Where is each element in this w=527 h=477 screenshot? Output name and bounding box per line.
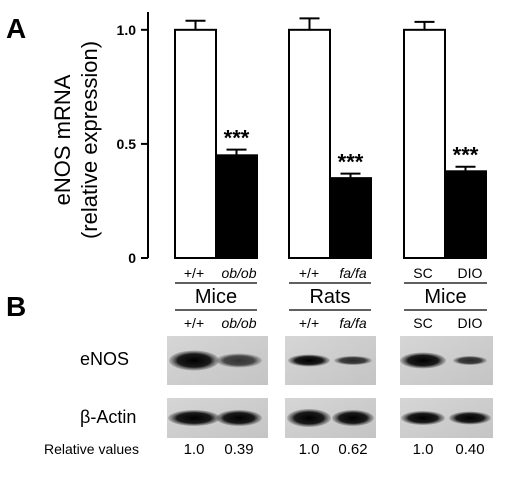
blot-lane-label: SC	[413, 315, 432, 331]
relative-value: 1.0	[413, 441, 434, 458]
relative-value: 0.62	[338, 441, 367, 458]
blot-lane-label: fa/fa	[339, 315, 366, 331]
blot-lane-label: DIO	[458, 315, 483, 331]
panel-a-bar-chart: A eNOS mRNA (relative expression) 0 0.5 1.…	[6, 12, 487, 308]
group-label: Mice	[195, 286, 237, 308]
blot-lane-label: +/+	[184, 315, 204, 331]
blot-band	[453, 356, 487, 365]
relative-values: 1.0 0.39 1.0 0.62 1.0 0.40	[184, 441, 485, 458]
genotype-label: SC	[413, 265, 432, 281]
relative-value: 0.40	[455, 441, 484, 458]
bars: *** *** ***	[174, 17, 487, 260]
relative-values-label: Relative values	[44, 441, 139, 457]
group-label: Mice	[424, 286, 466, 308]
y-ticks: 0 0.5 1.0	[117, 22, 148, 266]
blot-band	[401, 411, 445, 425]
x-labels: +/+ ob/ob Mice +/+ fa/fa Rats SC DIO Mice	[175, 265, 487, 308]
blot-band	[168, 410, 220, 426]
y-tick-label: 0	[128, 250, 136, 266]
bar	[215, 154, 258, 259]
bar	[403, 28, 446, 260]
y-axis-label-line2: (relative expression)	[77, 41, 102, 239]
relative-value: 1.0	[184, 441, 205, 458]
genotype-label: fa/fa	[339, 265, 366, 281]
significance-label: ***	[224, 126, 250, 151]
relative-value: 0.39	[224, 441, 253, 458]
blot-band	[216, 410, 262, 426]
panel-b-western-blot: B +/+ ob/ob +/+ fa/fa SC DIO eNOS β-Actin Rel…	[6, 291, 493, 458]
genotype-label: ob/ob	[221, 265, 256, 281]
panel-b-letter: B	[6, 291, 26, 322]
row-label-beta-actin: β-Actin	[80, 407, 136, 427]
blot-band	[287, 409, 331, 427]
y-tick-label: 1.0	[117, 22, 137, 38]
panel-a-letter: A	[6, 13, 26, 44]
blot-band	[449, 411, 491, 425]
blot-lane-label: +/+	[299, 315, 319, 331]
relative-value: 1.0	[299, 441, 320, 458]
significance-label: ***	[453, 143, 479, 168]
blot-band	[288, 354, 330, 367]
lane-labels: +/+ ob/ob +/+ fa/fa SC DIO	[175, 309, 487, 331]
bar	[174, 28, 217, 260]
blot-lane-label: ob/ob	[221, 315, 256, 331]
row-label-enos: eNOS	[80, 349, 129, 369]
blot-band	[169, 350, 219, 371]
significance-label: ***	[338, 150, 364, 175]
blot-band	[400, 352, 446, 369]
blot-band	[334, 356, 372, 365]
genotype-label: +/+	[299, 265, 319, 281]
blot-band	[216, 353, 262, 368]
y-axis-label-line1: eNOS mRNA	[50, 74, 75, 205]
bar	[329, 177, 372, 260]
genotype-label: DIO	[458, 265, 483, 281]
genotype-label: +/+	[184, 265, 204, 281]
blots	[167, 336, 493, 438]
bar	[288, 28, 331, 260]
blot-band	[332, 410, 374, 426]
bar	[444, 170, 487, 259]
y-tick-label: 0.5	[117, 136, 137, 152]
group-label: Rats	[309, 286, 350, 308]
